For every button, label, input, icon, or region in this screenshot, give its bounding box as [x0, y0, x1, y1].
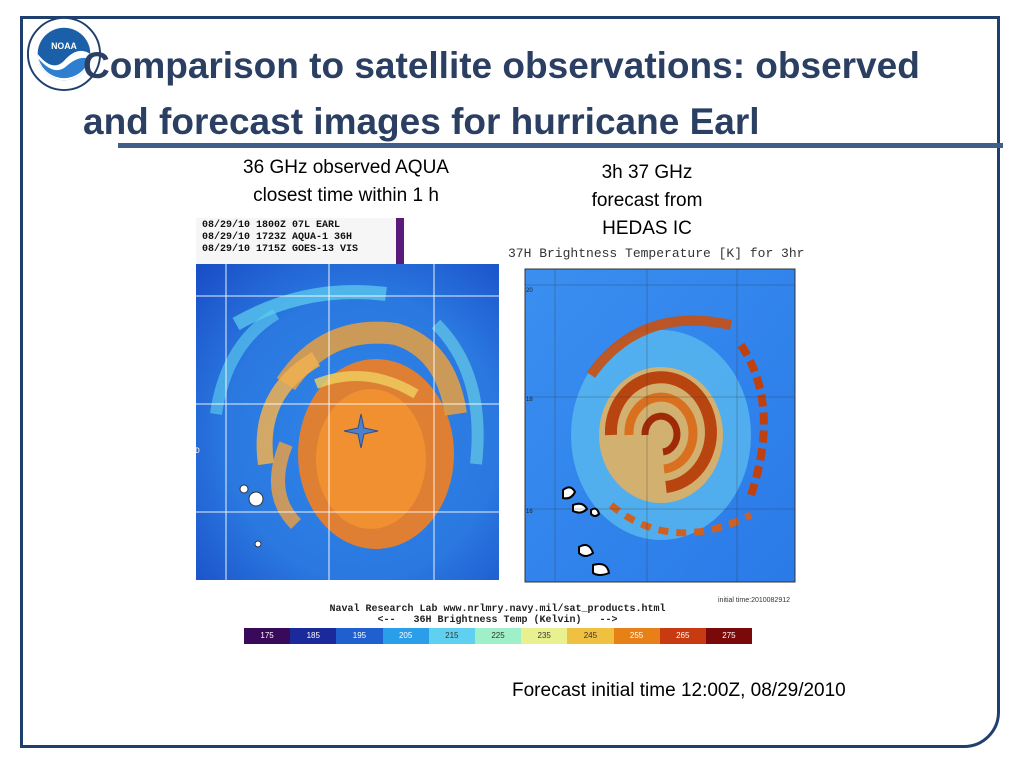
observed-header-line: 08/29/10 1723Z AQUA-1 36H [202, 232, 353, 243]
colorbar-source: Naval Research Lab www.nrlmry.navy.mil/s… [329, 604, 666, 615]
colorbar-tick: 185 [290, 628, 337, 644]
forecast-image: 20 18 16 [521, 265, 799, 585]
title-rule [118, 143, 1003, 148]
slide-frame [20, 16, 1000, 748]
left-caption-line1: 36 GHz observed AQUA [243, 157, 449, 178]
observed-satellite-image: D [196, 264, 499, 580]
forecast-image-title: 37H Brightness Temperature [K] for 3hr [508, 246, 805, 261]
colorbar-tick: 215 [428, 628, 475, 644]
right-caption-line1: 3h 37 GHz [601, 162, 693, 183]
colorbar-tick: 275 [705, 628, 753, 644]
colorbar-tick: 265 [659, 628, 706, 644]
colorbar-tick: 245 [567, 628, 614, 644]
forecast-initial-time-note: Forecast initial time 12:00Z, 08/29/2010 [512, 680, 846, 701]
storm-center-marker [343, 413, 379, 449]
forecast-initial-time: initial time:2010082912 [718, 597, 790, 604]
colorbar-tick: 175 [244, 628, 291, 644]
slide-title: Comparison to satellite observations: ob… [83, 45, 920, 142]
left-caption: 36 GHz observed AQUA closest time within… [214, 154, 478, 210]
colorbar-tick: 255 [613, 628, 660, 644]
observed-header-line: 08/29/10 1800Z 07L EARL [202, 220, 341, 231]
noaa-logo: NOAA [26, 16, 102, 92]
svg-text:NOAA: NOAA [51, 41, 77, 51]
colorbar-header: Naval Research Lab www.nrlmry.navy.mil/s… [245, 604, 750, 626]
colorbar-tick: 205 [382, 628, 429, 644]
lat-tick: 16 [526, 509, 533, 515]
colorbar-tick: 225 [474, 628, 522, 644]
colorbar-title: <-- 36H Brightness Temp (Kelvin) --> [377, 615, 618, 626]
left-caption-line2: closest time within 1 h [253, 185, 439, 206]
colorbar: 175 185 195 205 215 225 235 245 255 265 275 [244, 628, 753, 644]
observed-image-header: 08/29/10 1800Z 07L EARL 08/29/10 1723Z A… [196, 218, 404, 264]
lat-tick: 18 [526, 397, 533, 403]
right-caption-line3: HEDAS IC [602, 218, 692, 239]
colorbar-tick: 235 [521, 628, 568, 644]
svg-text:D: D [196, 447, 200, 456]
colorbar-tick: 195 [336, 628, 383, 644]
lat-tick: 20 [526, 288, 533, 294]
right-caption: 3h 37 GHz forecast from HEDAS IC [560, 159, 734, 243]
observed-header-line: 08/29/10 1715Z GOES-13 VIS [202, 244, 359, 255]
right-caption-line2: forecast from [591, 190, 703, 211]
